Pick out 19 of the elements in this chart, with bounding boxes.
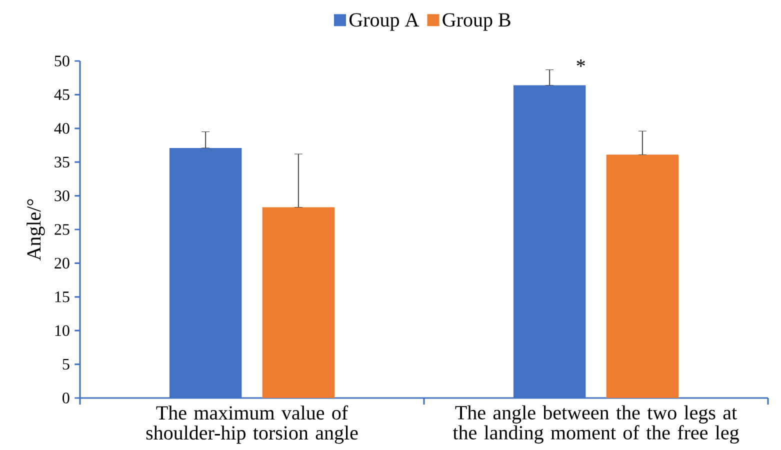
bar — [262, 207, 335, 398]
y-tick-label: 25 — [54, 224, 70, 235]
y-tick-label: 35 — [54, 156, 70, 168]
y-tick-label: 20 — [54, 258, 70, 269]
y-axis-title: Angle/° — [26, 199, 45, 261]
bar — [606, 154, 679, 398]
y-tick-label: 40 — [54, 123, 70, 134]
y-tick-label: 30 — [54, 190, 70, 202]
y-tick-label: 15 — [55, 292, 70, 302]
y-tick-label: 50 — [54, 56, 70, 66]
x-tick-label: The maximum value of shoulder-hip torsion angle — [146, 405, 358, 444]
y-tick-label: 0 — [62, 392, 70, 404]
y-tick-label: 45 — [54, 89, 70, 100]
x-tick-label: The angle between the two legs at the landing moment of the free leg — [452, 405, 739, 444]
legend-label: Group B — [442, 13, 510, 31]
y-tick-label: 5 — [62, 358, 70, 370]
legend-label: Group A — [349, 13, 420, 31]
annotation: * — [576, 60, 585, 67]
y-tick-label: 10 — [55, 325, 70, 336]
